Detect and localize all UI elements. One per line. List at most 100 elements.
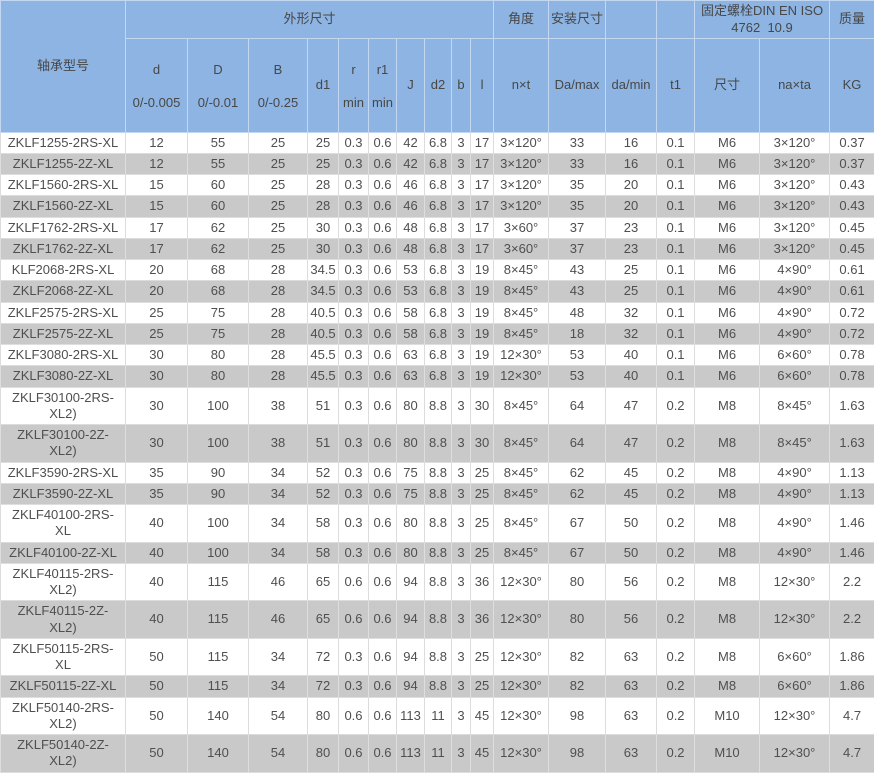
value-cell: 12 (126, 153, 188, 174)
value-cell: 3 (452, 735, 471, 773)
value-cell: 2.2 (830, 601, 874, 639)
value-cell: 19 (471, 302, 494, 323)
header-blank-2 (657, 1, 695, 39)
value-cell: 0.1 (657, 153, 695, 174)
value-cell: 12×30° (494, 735, 549, 773)
value-cell: 64 (549, 425, 606, 463)
value-cell: 62 (549, 462, 606, 483)
value-cell: 80 (549, 563, 606, 601)
value-cell: M8 (695, 601, 760, 639)
bearing-model-cell: ZKLF40100-2RS- XL (1, 505, 126, 543)
value-cell: 12×30° (494, 601, 549, 639)
value-cell: 3 (452, 542, 471, 563)
value-cell: 17 (471, 238, 494, 259)
value-cell: 100 (188, 387, 249, 425)
value-cell: 25 (308, 132, 339, 153)
header-bearing-model: 轴承型号 (1, 1, 126, 133)
header-col-da-max: Da/max (549, 39, 606, 133)
value-cell: 40 (126, 542, 188, 563)
header-col-r: r min (339, 39, 369, 133)
value-cell: 17 (471, 132, 494, 153)
value-cell: 63 (397, 345, 425, 366)
value-cell: 80 (188, 345, 249, 366)
value-cell: 2.2 (830, 563, 874, 601)
value-cell: 60 (188, 175, 249, 196)
value-cell: 65 (308, 601, 339, 639)
value-cell: 115 (188, 638, 249, 676)
value-cell: 8.8 (425, 638, 452, 676)
value-cell: 51 (308, 387, 339, 425)
value-cell: 0.3 (339, 387, 369, 425)
value-cell: 0.6 (369, 735, 397, 773)
value-cell: 15 (126, 196, 188, 217)
value-cell: 8.8 (425, 483, 452, 504)
value-cell: 45 (606, 462, 657, 483)
bearing-model-cell: ZKLF40115-2Z- XL2) (1, 601, 126, 639)
value-cell: 40 (126, 563, 188, 601)
value-cell: 47 (606, 387, 657, 425)
value-cell: 3 (452, 505, 471, 543)
value-cell: 20 (606, 175, 657, 196)
value-cell: 94 (397, 601, 425, 639)
value-cell: 3 (452, 563, 471, 601)
value-cell: 113 (397, 697, 425, 735)
value-cell: 50 (606, 505, 657, 543)
value-cell: 67 (549, 542, 606, 563)
value-cell: 30 (308, 238, 339, 259)
header-col-nxt: n×t (494, 39, 549, 133)
value-cell: 62 (188, 238, 249, 259)
value-cell: 0.2 (657, 462, 695, 483)
col-label-D: D (213, 57, 222, 78)
value-cell: M6 (695, 238, 760, 259)
value-cell: 0.1 (657, 260, 695, 281)
value-cell: 6.8 (425, 281, 452, 302)
value-cell: 3 (452, 638, 471, 676)
col-min-r1: min (372, 95, 393, 113)
header-col-d2: d2 (425, 39, 452, 133)
value-cell: 8.8 (425, 563, 452, 601)
value-cell: 3×120° (760, 132, 830, 153)
value-cell: 42 (397, 132, 425, 153)
value-cell: 8×45° (494, 387, 549, 425)
value-cell: 63 (606, 735, 657, 773)
value-cell: 3 (452, 601, 471, 639)
value-cell: 6.8 (425, 217, 452, 238)
value-cell: 45 (471, 735, 494, 773)
value-cell: 0.37 (830, 132, 874, 153)
value-cell: 8×45° (494, 425, 549, 463)
header-col-J: J (397, 39, 425, 133)
value-cell: 8.8 (425, 387, 452, 425)
value-cell: 1.13 (830, 483, 874, 504)
col-label-d: d (153, 57, 160, 78)
value-cell: 1.86 (830, 638, 874, 676)
value-cell: 90 (188, 462, 249, 483)
value-cell: 0.1 (657, 238, 695, 259)
value-cell: 8×45° (760, 425, 830, 463)
bearing-model-cell: ZKLF2068-2Z-XL (1, 281, 126, 302)
header-col-bolt-size: 尺寸 (695, 39, 760, 133)
value-cell: 8.8 (425, 676, 452, 697)
value-cell: 62 (549, 483, 606, 504)
value-cell: 28 (249, 302, 308, 323)
value-cell: M10 (695, 697, 760, 735)
value-cell: 25 (249, 132, 308, 153)
value-cell: 94 (397, 563, 425, 601)
value-cell: 48 (397, 217, 425, 238)
value-cell: 17 (471, 196, 494, 217)
value-cell: 58 (308, 505, 339, 543)
value-cell: 1.13 (830, 462, 874, 483)
value-cell: 34 (249, 676, 308, 697)
value-cell: M6 (695, 323, 760, 344)
bearing-model-cell: ZKLF1560-2RS-XL (1, 175, 126, 196)
value-cell: 63 (606, 638, 657, 676)
bearing-model-cell: ZKLF50115-2RS- XL (1, 638, 126, 676)
value-cell: 20 (606, 196, 657, 217)
value-cell: 4×90° (760, 542, 830, 563)
